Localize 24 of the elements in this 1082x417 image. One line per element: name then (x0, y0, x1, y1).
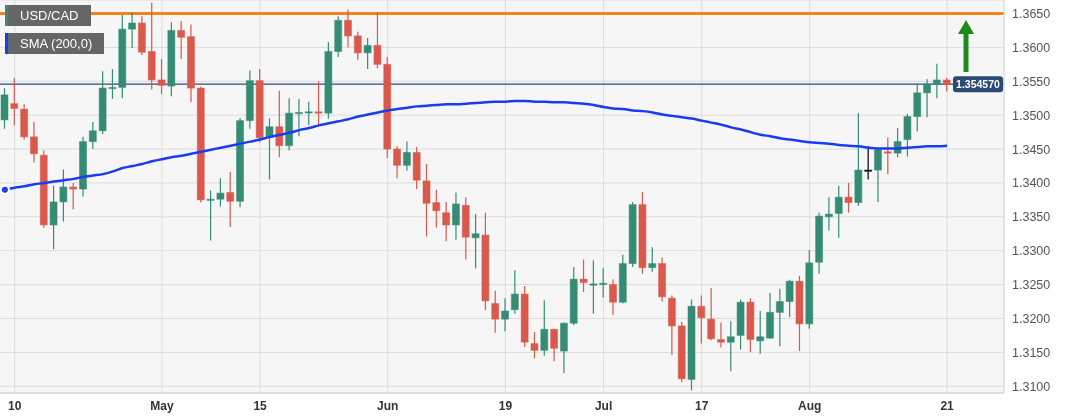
y-tick-label: 1.3450 (1012, 142, 1051, 157)
x-tick-label: 15 (253, 398, 268, 413)
y-tick-label: 1.3350 (1012, 210, 1051, 225)
y-tick-label: 1.3300 (1012, 244, 1051, 259)
y-tick-label: 1.3250 (1012, 278, 1051, 293)
y-tick-label: 1.3200 (1012, 311, 1051, 326)
ref-line-label: 1.354570 (956, 78, 1001, 91)
y-tick-label: 1.3150 (1012, 345, 1051, 360)
x-tick-label: Aug (798, 398, 822, 413)
y-tick-label: 1.3650 (1012, 6, 1051, 21)
x-tick-label: May (150, 398, 174, 413)
x-tick-label: 19 (498, 398, 513, 413)
y-tick-label: 1.3550 (1012, 74, 1051, 89)
legend-label: USD/CAD (5, 5, 91, 26)
legend-label: SMA (200,0) (5, 33, 105, 54)
y-tick-label: 1.3100 (1012, 379, 1051, 394)
y-tick-label: 1.3400 (1012, 176, 1051, 191)
x-tick-label: 10 (8, 398, 22, 413)
x-tick-label: Jul (594, 398, 613, 413)
x-tick-label: Jun (377, 398, 399, 413)
x-tick-label: 17 (695, 398, 709, 413)
x-tick-label: 21 (940, 398, 955, 413)
y-tick-label: 1.3500 (1012, 108, 1051, 123)
y-tick-label: 1.3600 (1012, 40, 1051, 55)
